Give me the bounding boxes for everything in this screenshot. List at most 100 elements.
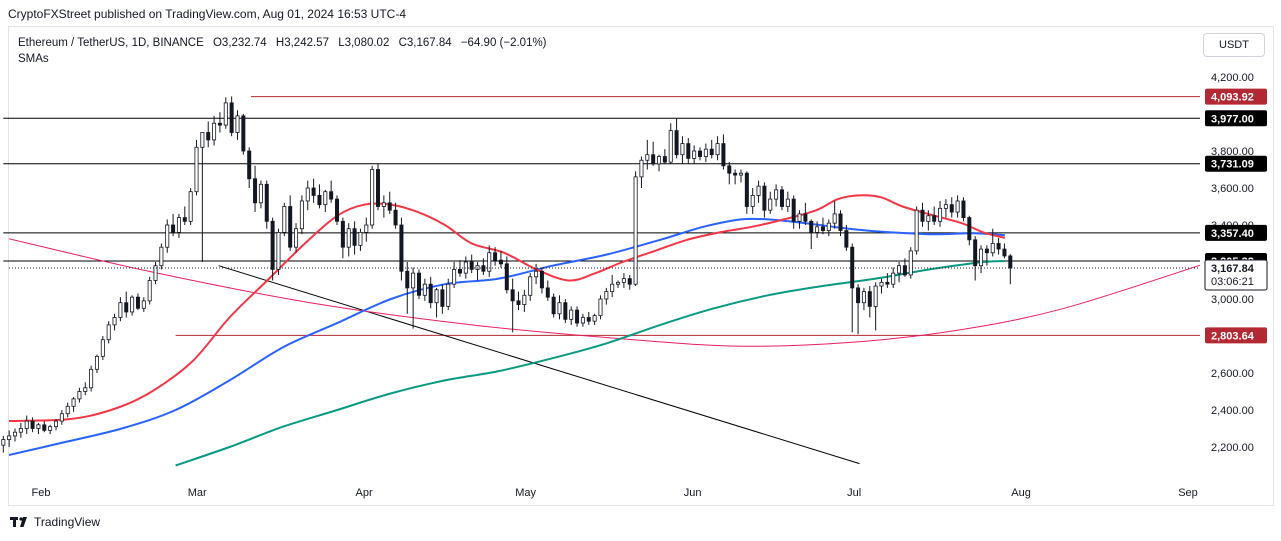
candle-body — [926, 215, 931, 222]
candle-body — [545, 287, 550, 298]
candle-body — [77, 391, 82, 400]
candle-body — [212, 122, 217, 141]
candle-body — [241, 115, 246, 152]
candle-body — [493, 252, 498, 261]
chart-frame — [8, 26, 1274, 506]
candle-body — [7, 435, 12, 440]
candle-body — [534, 270, 539, 278]
candle-body — [317, 194, 322, 206]
candle-body — [920, 209, 925, 222]
candle-body — [112, 317, 117, 326]
candle-body — [750, 194, 755, 207]
candle-body — [692, 150, 697, 159]
level-price-label: 3,731.09 — [1211, 159, 1254, 171]
candle-body — [206, 132, 211, 141]
candle-body — [633, 176, 638, 285]
candle-body — [516, 300, 521, 305]
candle-body — [932, 215, 937, 222]
candle-body — [592, 315, 597, 322]
candle-body — [668, 130, 673, 163]
candle-body — [539, 270, 544, 289]
x-tick-label: Jul — [847, 487, 861, 499]
candle-body — [557, 302, 562, 315]
x-tick-label: Feb — [32, 487, 51, 499]
candle-body — [873, 285, 878, 307]
candle-body — [586, 317, 591, 322]
candle-body — [815, 226, 820, 233]
candle-body — [779, 189, 784, 207]
candle-body — [229, 102, 234, 133]
candle-body — [738, 172, 743, 176]
candle-body — [785, 198, 790, 207]
candle-body — [83, 387, 88, 392]
candle-body — [247, 150, 252, 180]
x-tick-label: Jun — [684, 487, 702, 499]
candle-body — [422, 283, 427, 296]
level-price-tag[interactable] — [1205, 224, 1267, 241]
candle-body — [165, 224, 170, 248]
level-price-tag[interactable] — [1205, 110, 1267, 127]
candle-body — [346, 228, 351, 248]
candle-body — [71, 398, 76, 407]
candle-body — [282, 206, 287, 233]
currency-button[interactable]: USDT — [1203, 33, 1265, 57]
candle-body — [844, 230, 849, 248]
candle-body — [13, 431, 18, 437]
candle-body — [756, 185, 761, 196]
candle-body — [159, 246, 164, 267]
candle-body — [1, 439, 6, 446]
candle-body — [276, 231, 281, 270]
ohlc-high: H3,242.57 — [275, 37, 329, 49]
candle-body — [352, 228, 357, 246]
level-price-tag[interactable] — [1205, 155, 1267, 172]
candle-body — [604, 291, 609, 300]
candle-body — [721, 143, 726, 167]
candle-body — [48, 426, 53, 431]
candle-body — [387, 202, 392, 211]
candle-body — [141, 300, 146, 309]
candle-body — [762, 185, 767, 211]
level-price-tag[interactable] — [1205, 327, 1267, 344]
candle-body — [434, 289, 439, 304]
y-tick-label: 2,600.00 — [1211, 368, 1254, 380]
candle-body — [335, 198, 340, 222]
candle-body — [569, 309, 574, 320]
sma-slow-line — [175, 260, 1005, 467]
candle-countdown-label: 03:06:21 — [1211, 276, 1254, 288]
x-tick-label: Mar — [188, 487, 207, 499]
candle-body — [36, 424, 41, 429]
candle-body — [914, 209, 919, 252]
candle-body — [885, 281, 890, 285]
candle-body — [124, 302, 129, 313]
footer-brand: TradingView — [10, 515, 100, 529]
candle-body — [428, 283, 433, 304]
candle-body — [686, 143, 691, 159]
chart-legend: Ethereum / TetherUS, 1D, BINANCE O3,232.… — [18, 35, 553, 67]
candle-body — [411, 272, 416, 289]
candle-body — [662, 156, 667, 163]
arc-curve[interactable] — [0, 236, 1204, 347]
candle-body — [89, 368, 94, 389]
candle-body — [709, 148, 714, 156]
candle-body — [171, 224, 176, 233]
y-tick-label: 2,400.00 — [1211, 405, 1254, 417]
candle-body — [53, 420, 58, 428]
ohlc-open: O3,232.74 — [212, 37, 267, 49]
candle-body — [510, 289, 515, 302]
x-tick-label: Sep — [1178, 487, 1198, 499]
candle-body — [469, 261, 474, 270]
candle-body — [949, 204, 954, 213]
candle-body — [621, 278, 626, 283]
level-price-tag[interactable] — [1205, 88, 1267, 105]
candle-body — [288, 206, 293, 248]
candle-body — [528, 276, 533, 296]
candle-body — [961, 200, 966, 218]
last-price-tag[interactable] — [1204, 259, 1268, 291]
descending-trendline[interactable] — [218, 265, 860, 465]
indicator-label[interactable]: SMAs — [18, 53, 49, 65]
candle-body — [452, 268, 457, 285]
level-price-label: 3,357.40 — [1211, 228, 1254, 240]
candle-body — [147, 280, 152, 302]
candle-body — [176, 217, 181, 233]
